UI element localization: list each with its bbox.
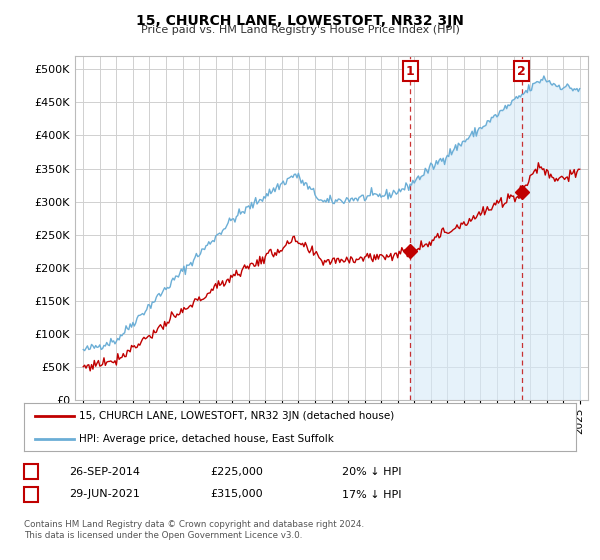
Text: Contains HM Land Registry data © Crown copyright and database right 2024.
This d: Contains HM Land Registry data © Crown c… — [24, 520, 364, 540]
Text: Price paid vs. HM Land Registry's House Price Index (HPI): Price paid vs. HM Land Registry's House … — [140, 25, 460, 35]
Text: 26-SEP-2014: 26-SEP-2014 — [69, 466, 140, 477]
Text: 2: 2 — [27, 488, 35, 501]
Text: 1: 1 — [406, 64, 415, 78]
Text: £315,000: £315,000 — [210, 489, 263, 500]
Text: 17% ↓ HPI: 17% ↓ HPI — [342, 489, 401, 500]
Text: 1: 1 — [27, 465, 35, 478]
Text: 29-JUN-2021: 29-JUN-2021 — [69, 489, 140, 500]
Text: 20% ↓ HPI: 20% ↓ HPI — [342, 466, 401, 477]
Text: £225,000: £225,000 — [210, 466, 263, 477]
Text: 15, CHURCH LANE, LOWESTOFT, NR32 3JN: 15, CHURCH LANE, LOWESTOFT, NR32 3JN — [136, 14, 464, 28]
Text: 2: 2 — [517, 64, 526, 78]
Text: HPI: Average price, detached house, East Suffolk: HPI: Average price, detached house, East… — [79, 434, 334, 444]
Text: 15, CHURCH LANE, LOWESTOFT, NR32 3JN (detached house): 15, CHURCH LANE, LOWESTOFT, NR32 3JN (de… — [79, 411, 394, 421]
